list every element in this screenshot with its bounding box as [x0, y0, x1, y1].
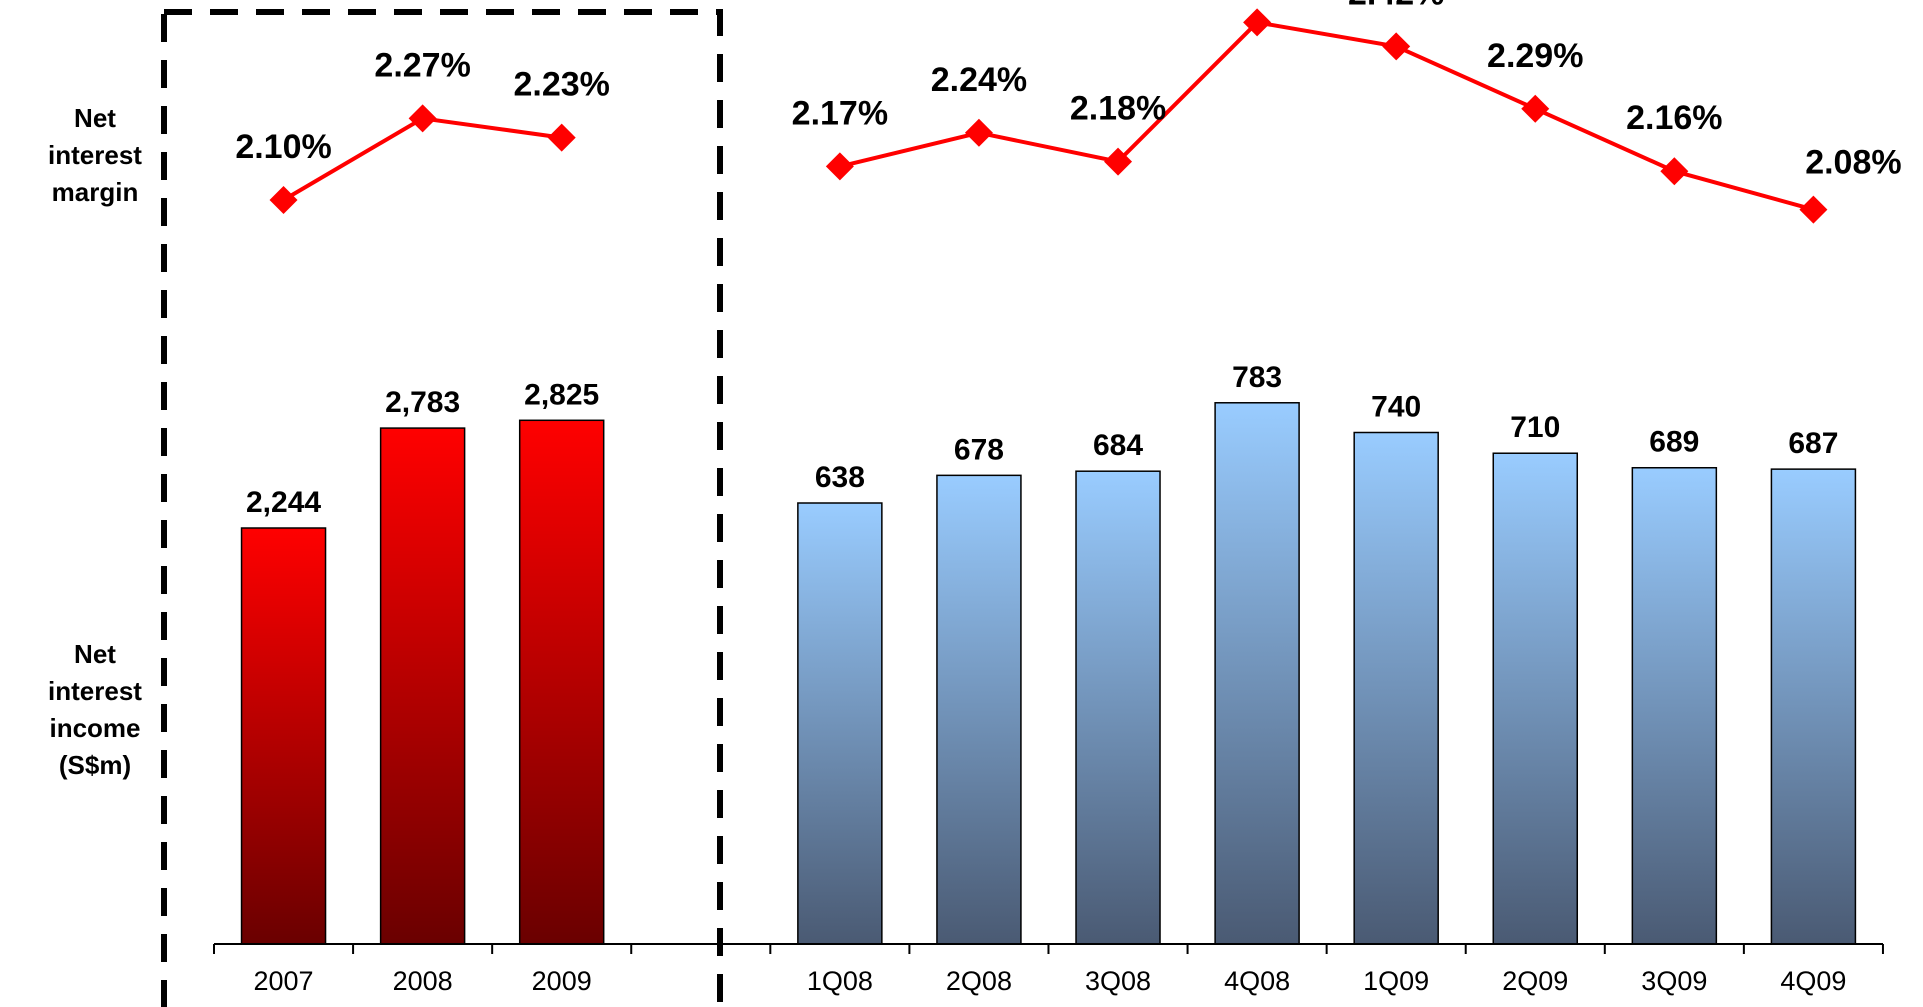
- x-tick-label-2008: 2008: [393, 966, 453, 996]
- margin-value-label-1Q08: 2.17%: [792, 94, 888, 132]
- margin-value-label-3Q09: 2.16%: [1626, 99, 1722, 137]
- x-tick-label-3Q09: 3Q09: [1641, 966, 1707, 996]
- x-tick-label-2Q08: 2Q08: [946, 966, 1012, 996]
- bar-1Q08: [797, 502, 883, 945]
- margin-value-label-2Q08: 2.24%: [931, 61, 1027, 99]
- bar-value-label-2009: 2,825: [524, 378, 599, 411]
- bar-2Q09: [1492, 452, 1579, 945]
- x-tick-label-2009: 2009: [532, 966, 592, 996]
- margin-marker-2Q09: [1521, 94, 1550, 123]
- bar-value-label-2Q09: 710: [1510, 411, 1560, 444]
- x-tick-label-2007: 2007: [254, 966, 314, 996]
- bar-value-label-1Q08: 638: [815, 461, 865, 494]
- x-tick-label-4Q09: 4Q09: [1780, 966, 1846, 996]
- margin-value-label-4Q09: 2.08%: [1805, 144, 1901, 182]
- margin-marker-2009: [547, 123, 576, 152]
- bar-2007: [240, 527, 327, 945]
- income-axis-label: Net interest income (S$m): [48, 639, 142, 780]
- margin-marker-2Q08: [964, 118, 993, 147]
- bar-value-label-4Q08: 783: [1232, 361, 1282, 394]
- margin-marker-2008: [408, 104, 437, 133]
- margin-value-label-2009: 2.23%: [513, 66, 609, 104]
- bar-2009: [518, 419, 605, 945]
- margin-marker-4Q08: [1243, 8, 1272, 37]
- bar-3Q09: [1631, 466, 1718, 945]
- x-tick-label-4Q08: 4Q08: [1224, 966, 1290, 996]
- margin-value-label-1Q09: 2.42%: [1348, 0, 1444, 12]
- margin-value-label-3Q08: 2.18%: [1070, 90, 1166, 128]
- margin-axis-label: Net interest margin: [48, 103, 142, 207]
- bar-2Q08: [936, 474, 1022, 945]
- bar-2008: [379, 427, 466, 945]
- margin-marker-3Q08: [1104, 147, 1133, 176]
- bar-value-label-1Q09: 740: [1371, 390, 1421, 423]
- margin-marker-1Q09: [1382, 32, 1411, 61]
- margin-value-label-2008: 2.27%: [374, 46, 470, 84]
- x-tick-label-2Q09: 2Q09: [1502, 966, 1568, 996]
- x-tick-label-1Q09: 1Q09: [1363, 966, 1429, 996]
- annual-highlight-box: [161, 9, 723, 1007]
- margin-marker-3Q09: [1660, 157, 1689, 186]
- bar-4Q08: [1214, 402, 1300, 945]
- margin-value-label-2Q09: 2.29%: [1487, 37, 1583, 75]
- margin-marker-1Q08: [825, 152, 854, 181]
- bar-value-label-3Q09: 689: [1649, 426, 1699, 459]
- bar-value-label-2008: 2,783: [385, 386, 460, 419]
- margin-marker-2007: [269, 186, 298, 214]
- bar-value-label-3Q08: 684: [1093, 429, 1143, 462]
- bar-4Q09: [1770, 468, 1857, 945]
- bar-value-label-2007: 2,244: [246, 486, 321, 519]
- margin-value-label-2007: 2.10%: [235, 128, 331, 166]
- bar-value-label-4Q09: 687: [1788, 427, 1838, 460]
- x-tick-label-1Q08: 1Q08: [807, 966, 873, 996]
- bar-3Q08: [1075, 470, 1161, 945]
- bar-value-label-2Q08: 678: [954, 433, 1004, 466]
- margin-line-quarterly: [839, 20, 1814, 212]
- margin-marker-4Q09: [1799, 195, 1828, 224]
- x-tick-label-3Q08: 3Q08: [1085, 966, 1151, 996]
- bar-1Q09: [1353, 431, 1439, 945]
